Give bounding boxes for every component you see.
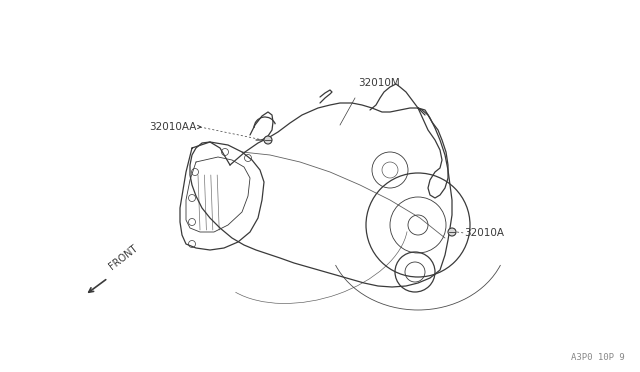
Text: 32010M: 32010M xyxy=(358,78,400,88)
Text: 32010A: 32010A xyxy=(464,228,504,238)
Text: 32010AA: 32010AA xyxy=(150,122,197,132)
Text: FRONT: FRONT xyxy=(107,244,140,272)
Circle shape xyxy=(264,136,272,144)
Text: A3P0 10P 9: A3P0 10P 9 xyxy=(572,353,625,362)
Circle shape xyxy=(448,228,456,236)
